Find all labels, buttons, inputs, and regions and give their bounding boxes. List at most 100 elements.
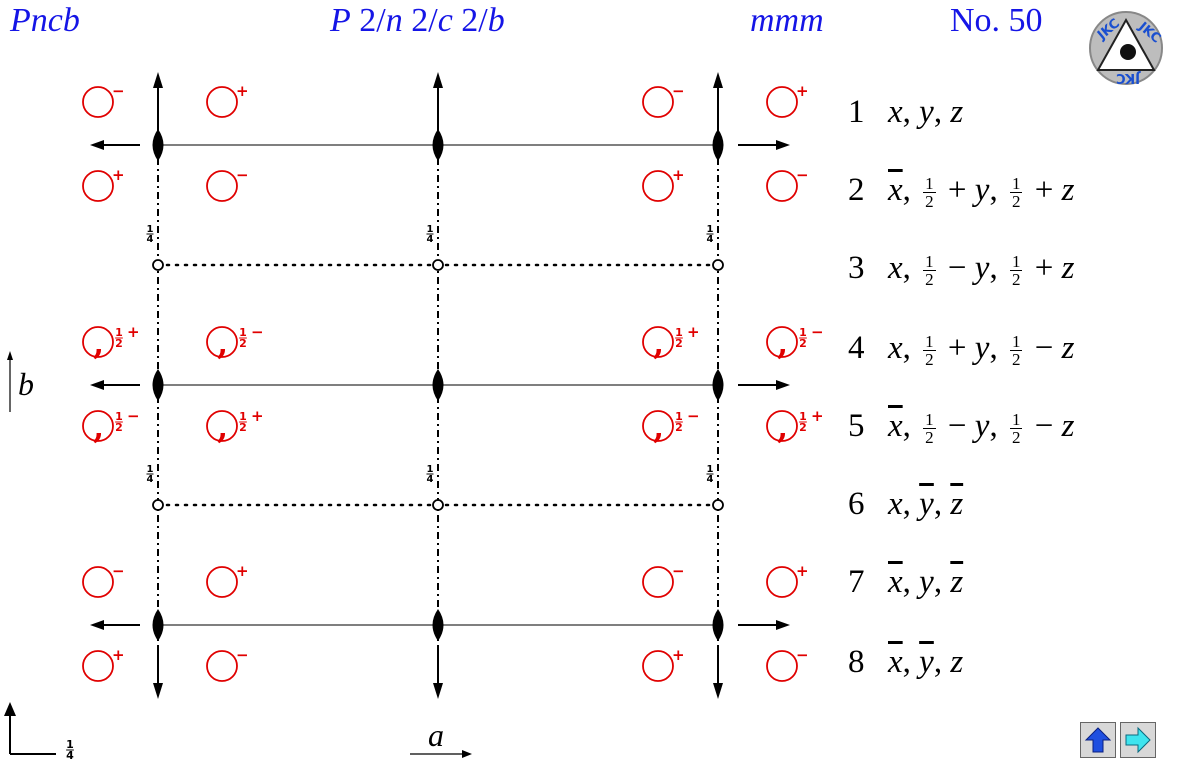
height-sign: − — [672, 562, 685, 580]
svg-text:4: 4 — [707, 234, 714, 245]
inversion-centre-symbol — [712, 259, 724, 271]
coordinate-text: , — [902, 486, 920, 522]
coordinate-number: 6 — [848, 486, 865, 522]
height-sign: + — [127, 323, 140, 341]
coordinate-text: − — [939, 408, 975, 444]
general-position: − — [766, 166, 809, 202]
height-sign: + — [672, 646, 685, 664]
coordinate-text: , — [902, 94, 920, 130]
height-fraction: 12 — [115, 326, 123, 350]
next-button[interactable] — [1120, 722, 1156, 758]
height-sign: − — [672, 82, 685, 100]
coordinate-variable: y — [919, 486, 934, 522]
arrow-head — [153, 72, 163, 88]
coordinate-text: + — [1026, 172, 1062, 208]
comma-enantiomorph: , — [93, 408, 104, 446]
arrow-head — [90, 620, 104, 630]
svg-text:2: 2 — [115, 337, 123, 350]
arrow-head — [713, 72, 723, 88]
arrow-head — [433, 72, 443, 88]
arrow-head — [776, 140, 790, 150]
corner-axes — [4, 702, 56, 755]
arrow-head — [433, 683, 443, 699]
full-symbol-part: b — [487, 2, 505, 39]
full-symbol-part: 2/ — [452, 2, 488, 39]
arrow-head — [776, 620, 790, 630]
height-sign: + — [796, 562, 809, 580]
height-sign: + — [236, 562, 249, 580]
right-arrow-icon — [1125, 726, 1151, 754]
svg-text:1: 1 — [675, 410, 683, 423]
coordinate-text: + — [939, 330, 975, 366]
svg-text:1: 1 — [427, 464, 434, 475]
svg-text:2: 2 — [675, 421, 683, 434]
comma-enantiomorph: , — [93, 324, 104, 362]
coordinate-text: − — [1026, 408, 1062, 444]
coordinate-text: , — [902, 250, 920, 286]
full-symbol-part: 2/ — [350, 2, 386, 39]
svg-text:1: 1 — [707, 464, 714, 475]
coordinate-variable: x — [888, 250, 903, 286]
height-fraction: 12 — [799, 410, 807, 434]
general-position: − — [82, 562, 125, 598]
height-sign: + — [112, 646, 125, 664]
height-sign: − — [112, 82, 125, 100]
svg-text:4: 4 — [427, 474, 434, 485]
space-group-number: No. 50 — [950, 2, 1043, 39]
inversion-centre-symbol — [712, 499, 724, 511]
inversion-centre-symbol — [152, 499, 164, 511]
coordinate-text: + — [1026, 250, 1062, 286]
coordinate-variable: z — [950, 486, 964, 522]
svg-text:1: 1 — [66, 738, 74, 751]
full-symbol: P 2/n 2/c 2/b — [330, 2, 505, 40]
height-sign: − — [127, 407, 140, 425]
up-button[interactable] — [1080, 722, 1116, 758]
svg-text:1: 1 — [799, 410, 807, 423]
general-position: , 12− — [642, 407, 700, 446]
arrow-head — [153, 683, 163, 699]
height-sign: − — [112, 562, 125, 580]
short-symbol: Pncb — [10, 2, 80, 39]
coordinate-variable: x — [888, 94, 903, 130]
coordinate-text: , — [933, 94, 951, 130]
svg-text:1: 1 — [239, 326, 247, 339]
twofold-axis-symbol — [152, 369, 164, 401]
twofold-axis-symbol — [432, 369, 444, 401]
general-position: , 12+ — [766, 407, 824, 446]
inversion-centre-symbol — [432, 259, 444, 271]
coordinate-text: , — [933, 564, 951, 600]
jkc-logo: JKC JKC JKC — [1089, 11, 1163, 85]
general-position: + — [82, 646, 125, 682]
coordinate-number: 8 — [848, 644, 865, 680]
svg-text:2: 2 — [115, 421, 123, 434]
svg-text:1: 1 — [427, 224, 434, 235]
coordinate-variable: x — [888, 172, 903, 208]
height-label: 14 — [426, 464, 434, 485]
height-sign: + — [112, 166, 125, 184]
svg-text:1: 1 — [675, 326, 683, 339]
coordinate-variable: x — [888, 486, 903, 522]
height-sign: − — [796, 166, 809, 184]
arrow-head — [713, 683, 723, 699]
coordinate-text: , — [902, 330, 920, 366]
coordinate-text: , — [989, 250, 1006, 286]
comma-enantiomorph: , — [217, 324, 228, 362]
general-position: , 12− — [82, 407, 140, 446]
height-fraction: 12 — [675, 326, 683, 350]
svg-text:1: 1 — [115, 326, 123, 339]
comma-enantiomorph: , — [777, 324, 788, 362]
coordinate-variable: x — [888, 644, 903, 680]
general-position: + — [766, 562, 809, 598]
height-sign: + — [687, 323, 700, 341]
height-sign: + — [236, 82, 249, 100]
height-fraction: 12 — [799, 326, 807, 350]
svg-text:1: 1 — [799, 326, 807, 339]
coordinate-text: , — [989, 172, 1006, 208]
